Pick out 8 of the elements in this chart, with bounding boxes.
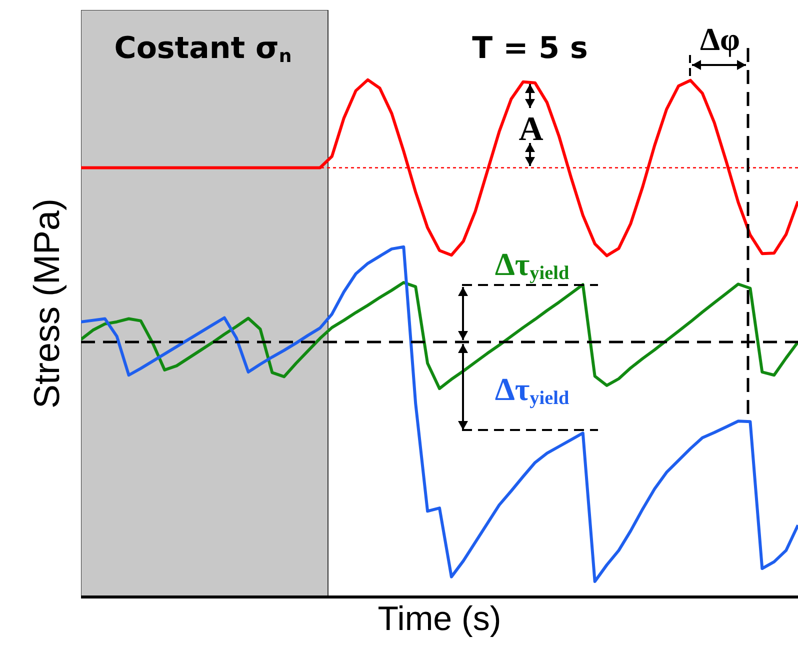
annotation: A [518,111,544,148]
annotation: Δτ$_{yield}$ [494,246,570,284]
x-axis-title: Time (s) [378,600,502,638]
y-axis-title: Stress (MPa) [26,198,67,409]
text: Costant σ$_{n}$ [114,31,292,67]
text: Δφ [700,21,740,57]
annotation: Δτ$_{yield}$ [494,371,570,409]
text: T = 5 s [472,31,588,66]
